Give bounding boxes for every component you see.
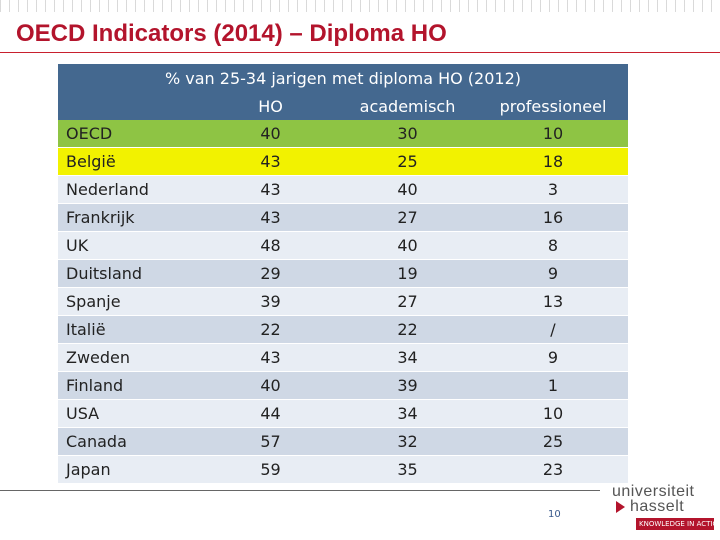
cell-professioneel: / — [550, 320, 556, 339]
cell-ho: 48 — [260, 236, 281, 255]
logo-line-1: universiteit — [612, 483, 695, 500]
table-row: Nederland 43 40 3 — [58, 176, 628, 204]
university-logo: universiteit hasselt KNOWLEDGE IN ACTION — [612, 483, 720, 530]
cell-ho: 22 — [260, 320, 281, 339]
title-divider — [0, 52, 720, 53]
table-row: Japan 59 35 23 — [58, 456, 628, 484]
logo-line-2-text: hasselt — [630, 498, 685, 515]
cell-academisch: 27 — [397, 292, 418, 311]
table-row: Spanje 39 27 13 — [58, 288, 628, 316]
cell-country: Frankrijk — [66, 208, 135, 227]
cell-country: UK — [66, 236, 89, 255]
top-decoration — [0, 0, 720, 12]
cell-professioneel: 23 — [542, 460, 564, 479]
cell-ho: 43 — [260, 180, 281, 199]
cell-ho: 59 — [260, 460, 281, 479]
cell-professioneel: 8 — [547, 236, 559, 255]
cell-professioneel: 18 — [542, 152, 564, 171]
cell-academisch: 40 — [397, 236, 418, 255]
logo-tagline: KNOWLEDGE IN ACTION — [636, 518, 720, 530]
cell-country: België — [66, 152, 116, 171]
cell-ho: 40 — [260, 124, 281, 143]
header-academisch: academisch — [359, 97, 456, 116]
cell-academisch: 19 — [397, 264, 418, 283]
cell-academisch: 25 — [397, 152, 418, 171]
table-body: OECD 40 30 10 België 43 25 18 Nederland 43 40 3 Fran… — [58, 120, 628, 484]
cell-academisch: 34 — [397, 404, 418, 423]
cell-professioneel: 25 — [542, 432, 564, 451]
cell-professioneel: 10 — [542, 124, 564, 143]
cell-country: Italië — [66, 320, 106, 339]
cell-country: Spanje — [66, 292, 121, 311]
cell-ho: 57 — [260, 432, 281, 451]
page-number: 10 — [548, 509, 561, 520]
cell-ho: 43 — [260, 152, 281, 171]
cell-academisch: 27 — [397, 208, 418, 227]
cell-academisch: 35 — [397, 460, 418, 479]
cell-ho: 40 — [260, 376, 281, 395]
table-row: UK 48 40 8 — [58, 232, 628, 260]
cell-country: Nederland — [66, 180, 149, 199]
cell-country: USA — [66, 404, 100, 423]
cell-academisch: 39 — [397, 376, 418, 395]
cell-ho: 43 — [260, 348, 281, 367]
logo-line-2: hasselt — [612, 498, 714, 515]
cell-professioneel: 13 — [542, 292, 564, 311]
cell-country: Finland — [66, 376, 124, 395]
table-row: USA 44 34 10 — [58, 400, 628, 428]
table-header-row: HO academisch professioneel — [58, 93, 628, 120]
table-row: België 43 25 18 — [58, 148, 628, 176]
cell-ho: 29 — [260, 264, 281, 283]
cell-country: Canada — [66, 432, 127, 451]
cell-ho: 39 — [260, 292, 281, 311]
slide-title: OECD Indicators (2014) – Diploma HO — [16, 20, 447, 47]
table-row: Canada 57 32 25 — [58, 428, 628, 456]
cell-ho: 43 — [260, 208, 281, 227]
play-triangle-icon — [616, 501, 625, 513]
cell-country: Japan — [66, 460, 111, 479]
cell-country: OECD — [66, 124, 113, 143]
header-ho: HO — [258, 97, 283, 116]
table-row: Italië 22 22 / — [58, 316, 628, 344]
cell-academisch: 40 — [397, 180, 418, 199]
cell-country: Zweden — [66, 348, 131, 367]
cell-country: Duitsland — [66, 264, 143, 283]
table-row: Frankrijk 43 27 16 — [58, 204, 628, 232]
cell-academisch: 30 — [397, 124, 418, 143]
cell-professioneel: 9 — [547, 264, 559, 283]
table-row: Zweden 43 34 9 — [58, 344, 628, 372]
data-table: % van 25-34 jarigen met diploma HO (2012… — [58, 64, 628, 484]
cell-professioneel: 1 — [547, 376, 559, 395]
cell-academisch: 34 — [397, 348, 418, 367]
table-caption: % van 25-34 jarigen met diploma HO (2012… — [58, 64, 628, 93]
cell-professioneel: 3 — [547, 180, 559, 199]
table-row: Duitsland 29 19 9 — [58, 260, 628, 288]
table-row: Finland 40 39 1 — [58, 372, 628, 400]
cell-professioneel: 16 — [542, 208, 564, 227]
cell-academisch: 32 — [397, 432, 418, 451]
cell-professioneel: 10 — [542, 404, 564, 423]
cell-ho: 44 — [260, 404, 281, 423]
header-country — [58, 93, 204, 120]
cell-academisch: 22 — [397, 320, 418, 339]
cell-professioneel: 9 — [547, 348, 559, 367]
table-row: OECD 40 30 10 — [58, 120, 628, 148]
header-professioneel: professioneel — [499, 97, 607, 116]
footer-divider — [0, 490, 600, 491]
